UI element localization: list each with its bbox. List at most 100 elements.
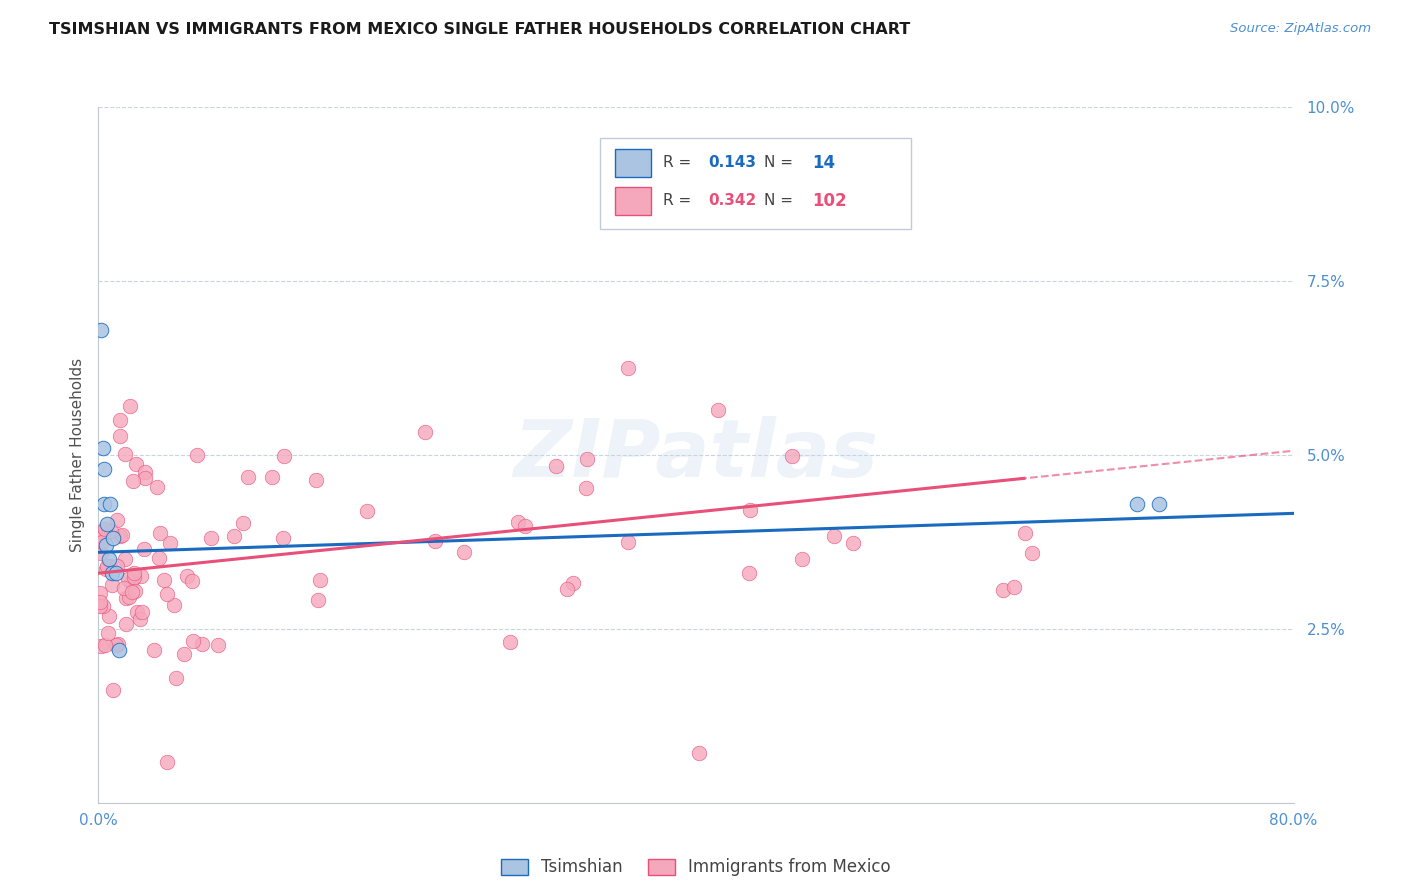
Point [499, 635, 522, 649]
Point [96, 625, 118, 640]
Point [506, 515, 529, 529]
Point [546, 458, 568, 473]
Point [790, 551, 813, 566]
Point [89, 585, 111, 599]
Point [90, 546, 112, 560]
Point [841, 536, 863, 550]
FancyBboxPatch shape [600, 138, 911, 229]
Point [90, 535, 112, 549]
Point [823, 529, 845, 543]
Text: 0.342: 0.342 [709, 194, 756, 209]
Point [128, 612, 150, 626]
Point [191, 637, 214, 651]
Point [260, 469, 283, 483]
Point [513, 519, 536, 533]
Point [101, 566, 124, 581]
Point [98, 559, 121, 574]
Point [105, 566, 128, 581]
Point [557, 582, 579, 596]
Point [200, 531, 222, 545]
Point [103, 532, 125, 546]
Point [118, 590, 141, 604]
Point [993, 582, 1015, 597]
Point [114, 551, 136, 566]
Point [105, 558, 128, 573]
Point [117, 572, 139, 586]
Point [104, 638, 127, 652]
Point [308, 574, 330, 588]
Point [148, 550, 170, 565]
Point [110, 529, 132, 543]
Text: R =: R = [662, 194, 696, 209]
Point [124, 566, 146, 581]
Point [94, 638, 117, 652]
Point [1021, 546, 1043, 560]
Point [134, 471, 156, 485]
Point [131, 605, 153, 619]
Text: 14: 14 [811, 153, 835, 171]
Point [236, 469, 259, 483]
Point [112, 581, 135, 595]
Point [93, 497, 115, 511]
Point [1125, 497, 1147, 511]
Point [98, 609, 121, 624]
FancyBboxPatch shape [614, 187, 651, 215]
Point [97, 552, 120, 566]
Point [94, 562, 117, 576]
Text: N =: N = [763, 194, 799, 209]
Point [738, 503, 761, 517]
Point [156, 756, 179, 770]
Point [132, 541, 155, 556]
Point [90, 323, 112, 337]
Point [100, 524, 122, 539]
Point [108, 642, 131, 657]
Point [423, 533, 446, 548]
Legend: Tsimshian, Immigrants from Mexico: Tsimshian, Immigrants from Mexico [495, 852, 897, 883]
Point [105, 513, 128, 527]
Text: ZIPatlas: ZIPatlas [513, 416, 879, 494]
Point [561, 576, 583, 591]
Text: 102: 102 [811, 192, 846, 210]
Point [186, 449, 208, 463]
Point [134, 465, 156, 479]
Point [617, 360, 640, 375]
Point [575, 481, 598, 495]
Point [94, 538, 117, 552]
Point [156, 587, 179, 601]
Point [575, 452, 598, 467]
Point [101, 682, 124, 697]
Text: R =: R = [662, 155, 696, 170]
Point [122, 570, 145, 584]
Point [100, 578, 122, 592]
Point [93, 530, 115, 544]
Point [176, 569, 198, 583]
Point [616, 534, 638, 549]
Text: N =: N = [763, 155, 799, 170]
Point [149, 526, 172, 541]
Point [96, 517, 118, 532]
Point [115, 591, 138, 606]
Point [91, 441, 114, 455]
Point [738, 566, 761, 580]
Point [98, 497, 122, 511]
Point [413, 425, 436, 440]
Point [153, 573, 176, 587]
Point [125, 605, 148, 619]
Point [118, 399, 141, 413]
Point [129, 569, 152, 583]
Point [90, 639, 112, 653]
Point [125, 457, 148, 471]
Point [108, 429, 131, 443]
Point [122, 474, 145, 488]
Point [111, 528, 134, 542]
Point [271, 531, 294, 545]
Point [107, 636, 129, 650]
Point [453, 544, 475, 558]
Point [115, 616, 138, 631]
Point [124, 584, 146, 599]
Point [273, 449, 295, 463]
Point [90, 524, 112, 538]
Point [120, 575, 142, 590]
Point [1002, 580, 1025, 594]
Point [688, 746, 710, 760]
